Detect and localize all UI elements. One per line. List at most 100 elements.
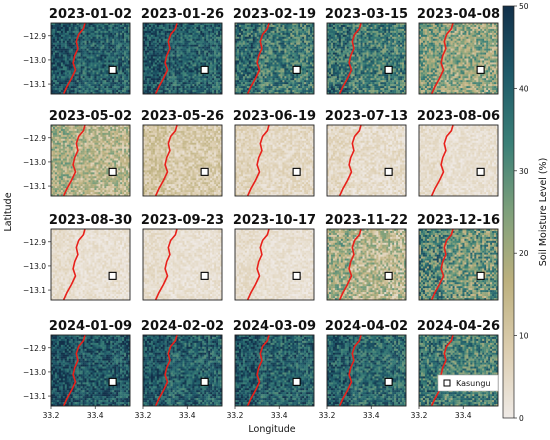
heatmap-cell [190,88,192,90]
heatmap-cell [276,70,278,72]
heatmap-cell [294,39,296,41]
heatmap-cell [206,25,208,27]
heatmap-cell [114,33,116,35]
heatmap-cell [120,82,122,84]
heatmap-cell [159,45,161,47]
heatmap-cell [155,27,157,29]
heatmap-cell [171,66,173,68]
heatmap-cell [251,66,253,68]
heatmap-cell [306,82,308,84]
heatmap-cell [169,88,171,90]
heatmap-cell [165,90,167,92]
heatmap-cell [165,39,167,41]
heatmap-cell [247,80,249,82]
heatmap-cell [118,45,120,47]
heatmap-cell [59,76,61,78]
heatmap-cell [114,35,116,37]
heatmap-cell [175,37,177,39]
heatmap-cell [77,53,79,55]
heatmap-cell [120,55,122,57]
heatmap-cell [198,86,200,88]
heatmap-cell [263,72,265,74]
heatmap-cell [310,68,312,70]
heatmap-cell [308,76,310,78]
heatmap-cell [298,49,300,51]
heatmap-cell [181,53,183,55]
heatmap-cell [308,57,310,59]
heatmap-cell [255,47,257,49]
heatmap-cell [276,27,278,29]
heatmap-cell [296,37,298,39]
heatmap-cell [190,74,192,76]
heatmap-cell [161,27,163,29]
heatmap-cell [294,53,296,55]
heatmap-cell [145,84,147,86]
heatmap-cell [249,41,251,43]
heatmap-cell [237,66,239,68]
heatmap-cell [304,55,306,57]
heatmap-cell [159,66,161,68]
heatmap-cell [108,76,110,78]
heatmap-cell [190,27,192,29]
heatmap-cell [241,64,243,66]
heatmap-cell [216,43,218,45]
heatmap-cell [280,27,282,29]
heatmap-cell [286,57,288,59]
heatmap-cell [161,49,163,51]
heatmap-cell [280,39,282,41]
heatmap-cell [218,66,220,68]
heatmap-cell [198,80,200,82]
heatmap-cell [157,25,159,27]
heatmap-cell [173,53,175,55]
heatmap-cell [114,59,116,61]
heatmap-cell [153,57,155,59]
heatmap-cell [183,70,185,72]
heatmap-cell [237,41,239,43]
heatmap-cell [186,59,188,61]
heatmap-cell [282,37,284,39]
heatmap-cell [300,31,302,33]
heatmap-cell [118,70,120,72]
heatmap-cell [302,70,304,72]
heatmap-cell [239,57,241,59]
heatmap-cell [106,29,108,31]
heatmap-cell [216,33,218,35]
heatmap-cell [96,62,98,64]
heatmap-cell [159,72,161,74]
heatmap-cell [55,57,57,59]
heatmap-cell [302,43,304,45]
heatmap-cell [171,86,173,88]
heatmap-cell [280,35,282,37]
heatmap-cell [237,78,239,80]
heatmap-cell [163,72,165,74]
heatmap-cell [118,84,120,86]
heatmap-cell [243,80,245,82]
heatmap-cell [91,64,93,66]
heatmap-cell [106,66,108,68]
heatmap-cell [210,82,212,84]
heatmap-cell [55,53,57,55]
heatmap-cell [271,43,273,45]
heatmap-cell [96,72,98,74]
heatmap-cell [106,80,108,82]
heatmap-cell [286,51,288,53]
heatmap-cell [104,45,106,47]
heatmap-cell [81,78,83,80]
heatmap-cell [112,90,114,92]
heatmap-cell [267,35,269,37]
heatmap-cell [161,76,163,78]
heatmap-cell [306,35,308,37]
heatmap-cell [186,43,188,45]
heatmap-cell [171,39,173,41]
heatmap-cell [92,45,94,47]
heatmap-cell [296,82,298,84]
heatmap-cell [145,41,147,43]
heatmap-cell [275,47,277,49]
heatmap-cell [218,49,220,51]
heatmap-cell [114,57,116,59]
heatmap-cell [87,53,89,55]
heatmap-cell [200,31,202,33]
heatmap-cell [188,35,190,37]
heatmap-cell [77,74,79,76]
heatmap-cell [108,51,110,53]
